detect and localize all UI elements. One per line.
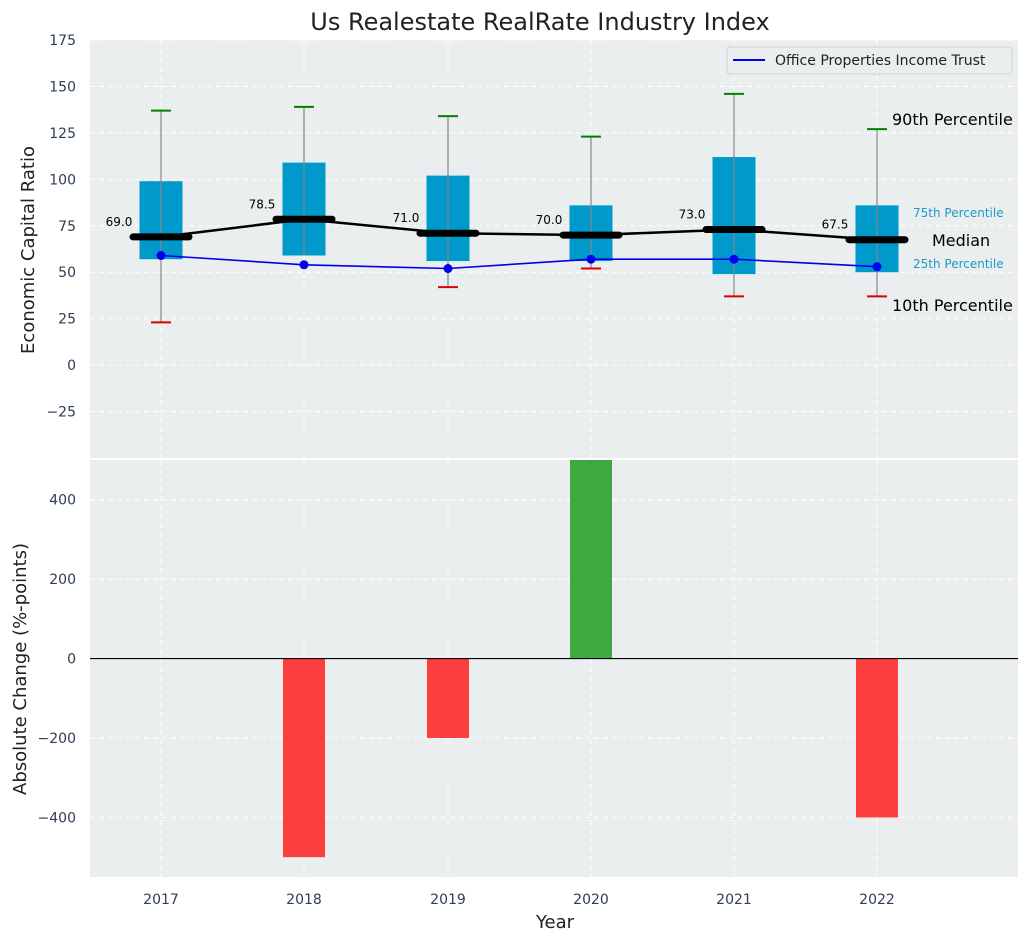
bottom-y-axis-label: Absolute Change (%-points) bbox=[10, 543, 31, 795]
median-value-label: 71.0 bbox=[393, 211, 420, 225]
company-point bbox=[443, 264, 453, 274]
company-point bbox=[729, 254, 739, 264]
y-tick-label: 400 bbox=[49, 493, 76, 509]
company-point bbox=[586, 254, 596, 264]
bottom-panel: −400 −200 0 200 400 2017 2018 2019 2020 2021 2022 bbox=[38, 460, 1018, 908]
change-bar bbox=[856, 658, 898, 818]
x-tick-label: 2018 bbox=[286, 892, 322, 908]
change-bar bbox=[570, 460, 612, 659]
median-value-label: 67.5 bbox=[822, 218, 849, 232]
x-tick-label: 2021 bbox=[716, 892, 752, 908]
y-tick-label: 50 bbox=[58, 265, 76, 281]
annotation-p90: 90th Percentile bbox=[892, 110, 1013, 129]
top-y-axis-label: Economic Capital Ratio bbox=[18, 146, 39, 354]
chart-title: Us Realestate RealRate Industry Index bbox=[310, 8, 769, 36]
y-tick-label: 150 bbox=[49, 79, 76, 95]
annotation-median: Median bbox=[932, 231, 990, 250]
y-tick-label: −200 bbox=[38, 731, 76, 747]
y-tick-label: 125 bbox=[49, 126, 76, 142]
x-tick-label: 2019 bbox=[430, 892, 466, 908]
change-bar bbox=[283, 658, 325, 858]
change-bar bbox=[427, 658, 469, 738]
y-tick-label: −400 bbox=[38, 810, 76, 826]
y-tick-label: 0 bbox=[67, 652, 76, 668]
company-point bbox=[156, 251, 166, 261]
annotation-p75: 75th Percentile bbox=[913, 206, 1004, 220]
annotation-p10: 10th Percentile bbox=[892, 296, 1013, 315]
company-point bbox=[872, 262, 882, 272]
y-tick-label: 75 bbox=[58, 219, 76, 235]
top-panel: −25 0 25 50 75 100 125 150 175 69.0 78.5 71.0 70.0 73… bbox=[46, 33, 1018, 458]
legend-box bbox=[726, 46, 1013, 75]
y-tick-label: 100 bbox=[49, 172, 76, 188]
y-tick-label: 175 bbox=[49, 33, 76, 49]
y-tick-label: 200 bbox=[49, 572, 76, 588]
x-tick-label: 2022 bbox=[859, 892, 895, 908]
y-tick-label: 0 bbox=[67, 358, 76, 374]
y-tick-label: −25 bbox=[46, 405, 76, 421]
median-value-label: 73.0 bbox=[679, 207, 706, 221]
company-line bbox=[160, 254, 878, 270]
x-axis-label: Year bbox=[535, 912, 575, 933]
legend: Office Properties Income Trust bbox=[726, 46, 1013, 75]
legend-label: Office Properties Income Trust bbox=[775, 53, 986, 69]
x-tick-label: 2017 bbox=[143, 892, 179, 908]
annotation-p25: 25th Percentile bbox=[913, 257, 1004, 271]
x-tick-label: 2020 bbox=[573, 892, 609, 908]
y-tick-label: 25 bbox=[58, 312, 76, 328]
median-value-label: 78.5 bbox=[249, 197, 276, 211]
median-value-label: 69.0 bbox=[106, 215, 133, 229]
company-point bbox=[299, 260, 309, 270]
median-value-label: 70.0 bbox=[536, 213, 563, 227]
